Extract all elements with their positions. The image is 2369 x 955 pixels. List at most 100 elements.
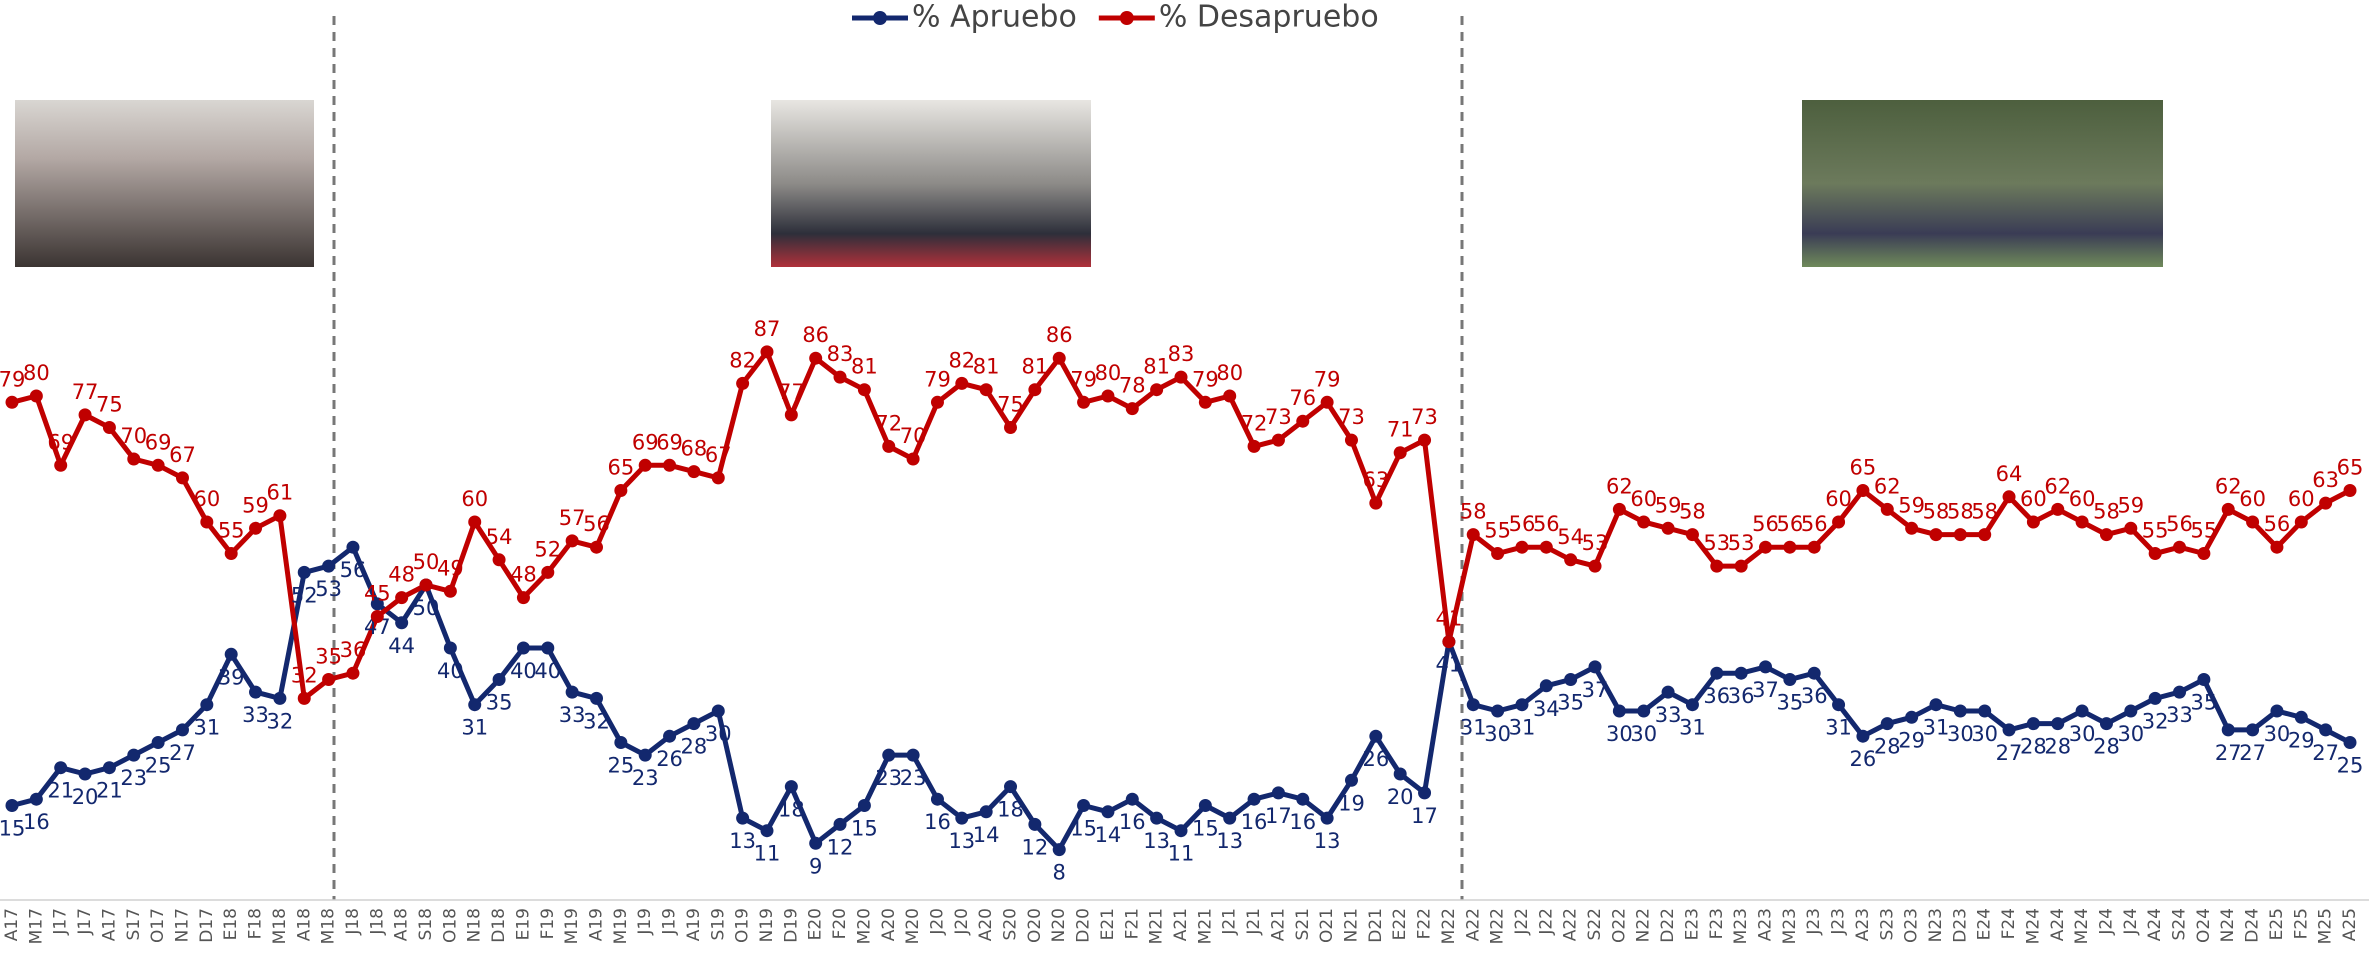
data-label: 52 — [291, 583, 318, 607]
data-point — [103, 421, 116, 434]
data-point — [2149, 692, 2162, 705]
data-label: 34 — [1533, 697, 1560, 721]
data-point — [760, 824, 773, 837]
data-label: 16 — [924, 810, 951, 834]
data-point — [541, 642, 554, 655]
data-point — [1710, 560, 1723, 573]
data-label: 13 — [729, 829, 756, 853]
x-tick-label: N24 — [2218, 908, 2238, 942]
data-point — [785, 780, 798, 793]
data-label: 80 — [23, 361, 50, 385]
data-label: 67 — [169, 443, 196, 467]
data-point — [2344, 736, 2357, 749]
x-tick-label: E25 — [2267, 908, 2287, 940]
data-label: 16 — [23, 810, 50, 834]
data-label: 73 — [1265, 405, 1292, 429]
data-point — [1369, 730, 1382, 743]
x-tick-label: M17 — [26, 908, 46, 944]
data-point — [1954, 705, 1967, 718]
data-label: 32 — [583, 709, 610, 733]
data-label: 79 — [1314, 367, 1341, 391]
data-point — [1394, 446, 1407, 459]
data-point — [103, 761, 116, 774]
x-tick-label: J23 — [1804, 908, 1824, 936]
data-point — [395, 591, 408, 604]
data-label: 60 — [2020, 487, 2047, 511]
data-label: 54 — [1557, 525, 1584, 549]
data-label: 39 — [218, 665, 245, 689]
data-label: 80 — [1095, 361, 1122, 385]
data-label: 30 — [2117, 722, 2144, 746]
data-label: 53 — [1582, 531, 1609, 555]
data-label: 11 — [754, 842, 781, 866]
data-point — [2124, 522, 2137, 535]
data-point — [200, 698, 213, 711]
data-point — [346, 667, 359, 680]
x-tick-label: O19 — [733, 908, 753, 943]
data-label: 32 — [2142, 709, 2169, 733]
data-label: 27 — [2312, 741, 2339, 765]
data-point — [2197, 547, 2210, 560]
data-label: 58 — [1679, 500, 1706, 524]
data-label: 31 — [1923, 716, 1950, 740]
data-point — [1637, 705, 1650, 718]
data-point — [1467, 698, 1480, 711]
data-point — [54, 761, 67, 774]
data-point — [322, 560, 335, 573]
data-point — [590, 541, 603, 554]
data-label: 67 — [705, 443, 732, 467]
data-label: 16 — [1119, 810, 1146, 834]
data-point — [1199, 799, 1212, 812]
data-label: 65 — [2337, 456, 2364, 480]
photo — [15, 100, 314, 267]
data-point — [2027, 717, 2040, 730]
data-point — [834, 371, 847, 384]
data-label: 30 — [1606, 722, 1633, 746]
data-point — [2051, 717, 2064, 730]
data-label: 30 — [705, 722, 732, 746]
x-tick-label: N22 — [1634, 908, 1654, 942]
x-tick-label: M22 — [1439, 908, 1459, 944]
photo — [771, 100, 1091, 267]
data-point — [1856, 484, 1869, 497]
data-label: 33 — [1655, 703, 1682, 727]
x-tick-label: M19 — [562, 908, 582, 944]
data-point — [760, 345, 773, 358]
x-tick-label: D17 — [197, 908, 217, 943]
data-point — [1053, 843, 1066, 856]
data-point — [931, 793, 944, 806]
x-tick-label: D21 — [1366, 908, 1386, 943]
data-label: 81 — [851, 355, 878, 379]
data-label: 55 — [1484, 519, 1511, 543]
chart: % Apruebo% Desapruebo A17M17J17J17A17S17… — [0, 0, 2369, 951]
data-label: 44 — [388, 634, 415, 658]
data-point — [152, 736, 165, 749]
x-tick-label: O23 — [1902, 908, 1922, 943]
x-tick-label: A17 — [99, 908, 119, 941]
data-label: 26 — [1362, 747, 1389, 771]
data-label: 36 — [1728, 684, 1755, 708]
x-tick-label: F18 — [246, 908, 266, 939]
data-label: 80 — [1216, 361, 1243, 385]
data-point — [517, 591, 530, 604]
data-label: 15 — [851, 817, 878, 841]
data-point — [1564, 673, 1577, 686]
x-tick-label: J24 — [2121, 908, 2141, 936]
data-point — [2100, 717, 2113, 730]
data-point — [395, 616, 408, 629]
data-point — [1832, 516, 1845, 529]
x-tick-label: M23 — [1780, 908, 1800, 944]
x-tick-label: J21 — [1220, 908, 1240, 936]
x-tick-label: A24 — [2048, 908, 2068, 941]
data-point — [79, 408, 92, 421]
legend-swatch — [1120, 11, 1134, 25]
x-tick-label: J23 — [1829, 908, 1849, 936]
data-label: 58 — [1923, 500, 1950, 524]
x-tick-label: J19 — [635, 908, 655, 936]
data-point — [2173, 686, 2186, 699]
data-label: 37 — [1752, 678, 1779, 702]
data-point — [1515, 698, 1528, 711]
data-label: 56 — [1752, 512, 1779, 536]
data-point — [1101, 805, 1114, 818]
data-point — [152, 459, 165, 472]
